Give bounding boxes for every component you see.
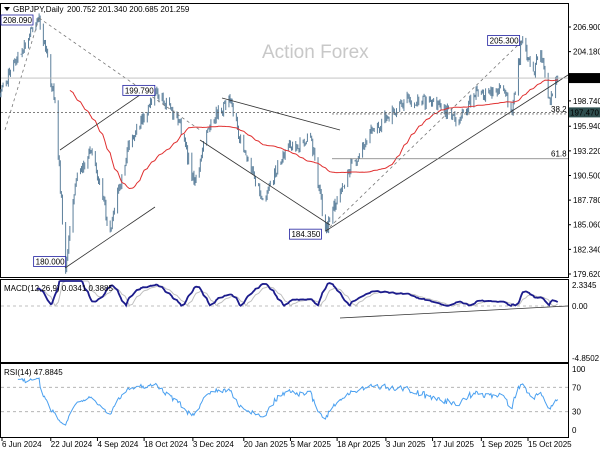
channel-line	[59, 87, 151, 151]
price-tick-label: 195.940	[573, 122, 600, 131]
price-label: 199.790	[125, 86, 154, 95]
macd-tick-label: 0.00	[572, 302, 588, 311]
price-tick-label: 204.180	[573, 48, 600, 57]
rsi-title: RSI(14) 47.8845	[4, 368, 63, 377]
rsi-tick-label: 0	[572, 426, 577, 435]
price-label-box	[122, 84, 156, 96]
price-label: 208.090	[3, 16, 32, 25]
date-tick-label: 22 Jul 2024	[51, 440, 93, 449]
date-tick-label: 6 Jun 2024	[2, 440, 42, 449]
price-label-box	[0, 14, 34, 26]
current-price-label: 201.259	[570, 74, 599, 83]
rsi-tick-label: 30	[572, 408, 581, 417]
uptrend-line	[325, 74, 569, 232]
macd-trendline	[339, 305, 569, 319]
date-tick-label: 4 Sep 2024	[97, 440, 138, 449]
fib-level-label: 38.2	[551, 105, 567, 114]
channel-line	[64, 206, 156, 269]
fib-dashed-line	[325, 41, 522, 232]
date-tick-label: 18 Apr 2025	[337, 440, 381, 449]
fib-dashed-line	[38, 17, 201, 131]
price-tick-label: 198.740	[573, 97, 600, 106]
price-tick-label: 185.060	[573, 221, 600, 230]
channel-line	[221, 97, 341, 131]
macd-signal-line	[36, 280, 558, 307]
symbol-label: GBPJPY,Daily	[13, 5, 64, 14]
watermark: Action Forex	[262, 42, 369, 63]
price-label: 205.300	[490, 36, 519, 45]
channel-line	[199, 139, 331, 226]
price-label-box	[33, 256, 67, 267]
date-tick-label: 15 Oct 2025	[528, 440, 572, 449]
price-tick-label: 179.620	[573, 270, 600, 279]
current-price-tag	[569, 73, 600, 84]
date-tick-label: 18 Oct 2024	[144, 440, 188, 449]
price-label-box	[289, 228, 322, 240]
date-tick-label: 17 Jul 2025	[433, 440, 475, 449]
ohlc-readout: 200.752 201.340 200.685 201.259	[67, 5, 190, 14]
macd-title: MACD(12,26,9) 0.0341 0.3885	[4, 284, 114, 293]
moving-average-line	[69, 79, 558, 190]
rsi-tick-label: 100	[572, 365, 586, 374]
support-price-label: 197.470	[570, 108, 599, 117]
support-price-tag	[569, 107, 600, 118]
rsi-panel	[0, 363, 569, 438]
date-tick-label: 20 Jan 2025	[244, 440, 289, 449]
price-label: 184.350	[291, 230, 320, 239]
date-tick-label: 3 Dec 2024	[193, 440, 234, 449]
fib-level-label: 61.8	[551, 150, 567, 159]
date-tick-label: 1 Sep 2025	[481, 440, 522, 449]
macd-tick-label: -4.8502	[572, 354, 600, 363]
price-label: 180.000	[36, 258, 65, 267]
macd-tick-label: 2.3345	[572, 281, 597, 290]
price-tick-label: 206.900	[573, 23, 600, 32]
macd-line	[36, 280, 559, 308]
macd-panel	[0, 279, 569, 363]
triangle-down-icon[interactable]	[4, 7, 10, 11]
rsi-tick-label: 70	[572, 383, 581, 392]
price-tick-label: 182.340	[573, 245, 600, 254]
date-tick-label: 3 Jun 2025	[386, 440, 426, 449]
price-tick-label: 193.220	[573, 147, 600, 156]
price-tick-label: 190.500	[573, 171, 600, 180]
price-label-box	[487, 35, 521, 46]
date-tick-label: 5 Mar 2025	[290, 440, 331, 449]
main-panel	[0, 3, 569, 278]
fib-dashed-line	[4, 17, 40, 131]
price-tick-label: 187.780	[573, 196, 600, 205]
rsi-line	[17, 377, 559, 426]
